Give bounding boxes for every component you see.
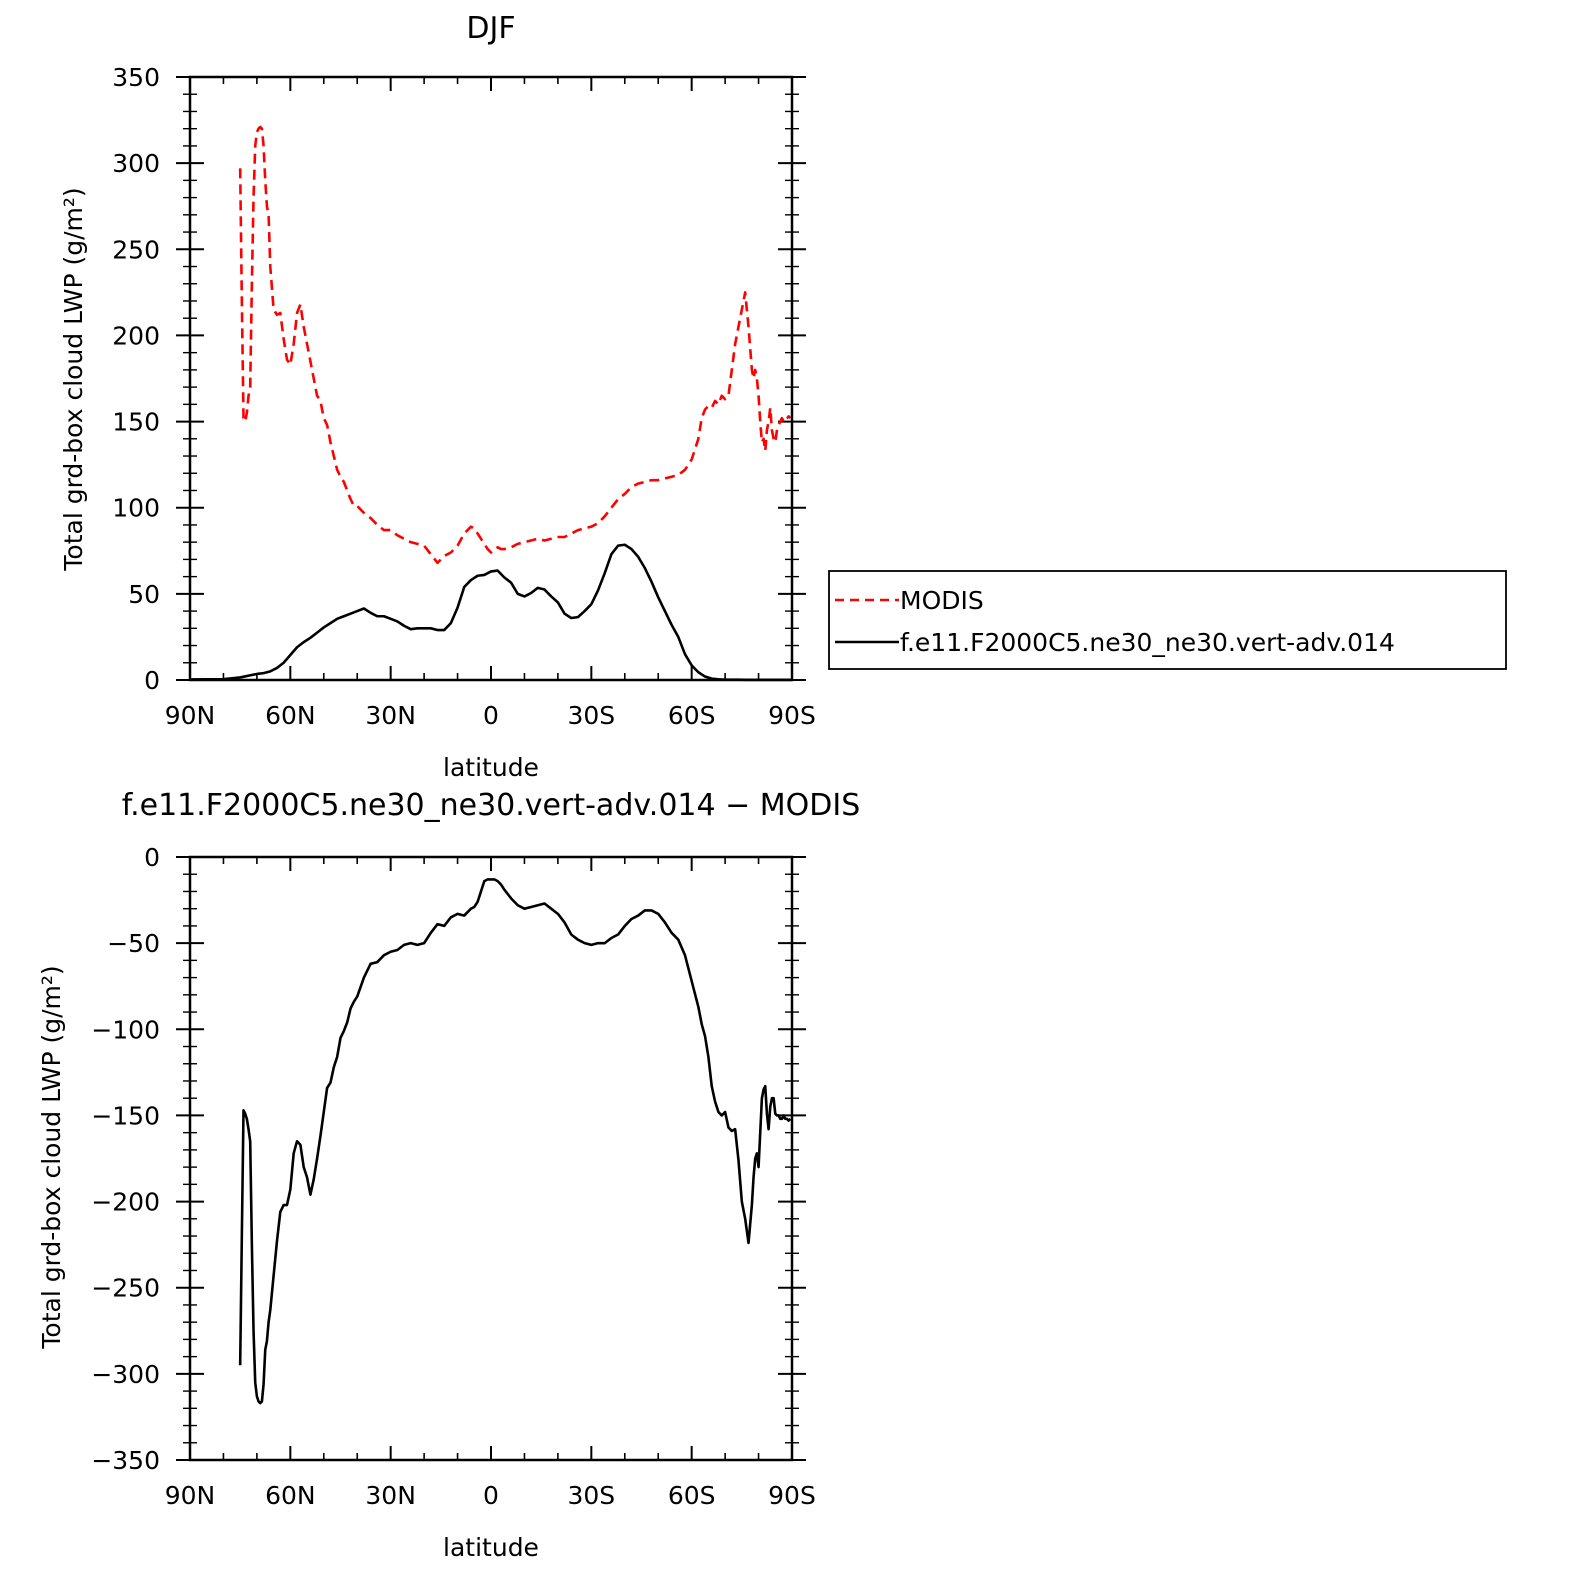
top-y-tick-label: 0 xyxy=(144,666,160,695)
top-y-tick-label: 350 xyxy=(112,63,160,92)
top-chart-title: DJF xyxy=(466,11,515,46)
top-x-tick-label: 60S xyxy=(668,701,716,730)
bottom-axes: 90N 60N 30N 0 30S 60S 90S −350 −300 −250 −200 −150 −… xyxy=(91,843,816,1510)
bottom-y-tick-label: −150 xyxy=(91,1101,160,1130)
bottom-x-tick-label: 90S xyxy=(768,1481,816,1510)
top-panel: DJF 90N 60N 30N 0 30S 60S 90S 0 50 100 150 200 250 30… xyxy=(59,11,816,782)
top-y-tick-label: 200 xyxy=(112,321,160,350)
top-x-tick-label: 30S xyxy=(567,701,615,730)
top-y-tick-label: 100 xyxy=(112,494,160,523)
bottom-x-tick-label: 0 xyxy=(483,1481,499,1510)
bottom-y-tick-label: −300 xyxy=(91,1360,160,1389)
top-series-line-f-e11-f2000c5-ne30-ne30-vert-adv-014 xyxy=(189,543,792,682)
legend: MODIS f.e11.F2000C5.ne30_ne30.vert-adv.0… xyxy=(828,570,1507,670)
top-y-tick-label: 250 xyxy=(112,235,160,264)
legend-box xyxy=(828,570,1507,670)
bottom-series-line-difference xyxy=(238,878,792,1405)
bottom-x-tick-label: 90N xyxy=(165,1481,216,1510)
top-y-tick-label: 300 xyxy=(112,149,160,178)
bottom-chart-title: f.e11.F2000C5.ne30_ne30.vert-adv.014 − M… xyxy=(122,788,861,823)
bottom-y-tick-label: −100 xyxy=(91,1015,160,1044)
bottom-x-tick-label: 30N xyxy=(365,1481,416,1510)
top-x-tick-label: 90N xyxy=(165,701,216,730)
top-x-tick-label: 0 xyxy=(483,701,499,730)
bottom-y-tick-label: −50 xyxy=(107,929,160,958)
bottom-x-tick-label: 60N xyxy=(265,1481,316,1510)
top-y-tick-label: 50 xyxy=(128,580,160,609)
top-x-tick-label: 30N xyxy=(365,701,416,730)
bottom-x-tick-label: 60S xyxy=(668,1481,716,1510)
top-x-tick-label: 60N xyxy=(265,701,316,730)
legend-label-model: f.e11.F2000C5.ne30_ne30.vert-adv.014 xyxy=(900,628,1395,657)
bottom-y-tick-label: −250 xyxy=(91,1274,160,1303)
top-x-axis-label: latitude xyxy=(443,753,539,782)
top-y-axis-label: Total grd-box cloud LWP (g/m²) xyxy=(59,187,88,571)
bottom-panel: f.e11.F2000C5.ne30_ne30.vert-adv.014 − M… xyxy=(37,788,860,1562)
top-plot-frame xyxy=(188,75,794,682)
bottom-x-axis-label: latitude xyxy=(443,1533,539,1562)
top-plot-area xyxy=(189,125,792,682)
bottom-y-tick-label: −350 xyxy=(91,1446,160,1475)
top-y-tick-label: 150 xyxy=(112,408,160,437)
bottom-plot-area xyxy=(238,878,792,1405)
bottom-y-axis-label: Total grd-box cloud LWP (g/m²) xyxy=(37,965,66,1349)
bottom-y-tick-label: −200 xyxy=(91,1188,160,1217)
top-axes: 90N 60N 30N 0 30S 60S 90S 0 50 100 150 200 250 300 350 xyxy=(112,63,816,730)
legend-label-modis: MODIS xyxy=(900,586,984,615)
bottom-plot-frame xyxy=(188,855,794,1462)
top-series-line-modis xyxy=(238,125,792,565)
top-x-tick-label: 90S xyxy=(768,701,816,730)
bottom-x-tick-label: 30S xyxy=(567,1481,615,1510)
bottom-y-tick-label: 0 xyxy=(144,843,160,872)
